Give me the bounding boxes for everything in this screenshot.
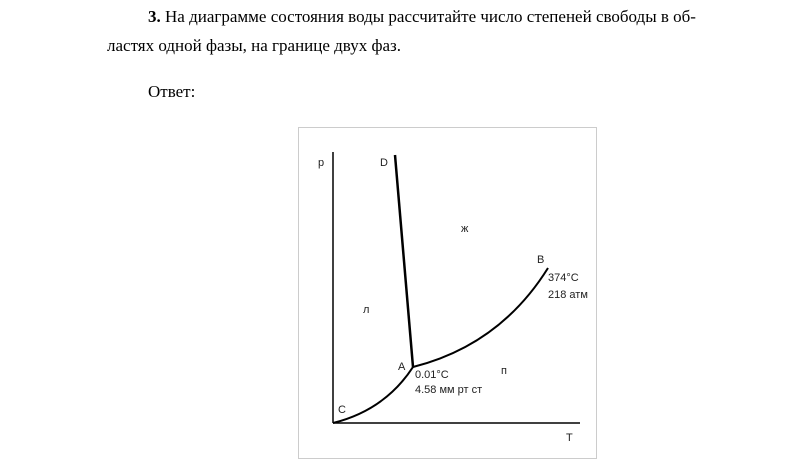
- axis-label: T: [566, 432, 573, 444]
- point-label: D: [380, 157, 388, 169]
- region-label: ж: [461, 223, 469, 235]
- region-label: п: [501, 365, 507, 377]
- annotation: 374°C: [548, 272, 579, 284]
- point-label: A: [398, 361, 406, 373]
- axis-label: p: [318, 157, 324, 169]
- annotation: 0.01°C: [415, 369, 449, 381]
- annotation: 218 атм: [548, 289, 588, 301]
- answer-label: Ответ:: [148, 82, 196, 101]
- point-label: B: [537, 254, 544, 266]
- frame: [298, 127, 597, 459]
- problem-number: 3.: [148, 7, 161, 26]
- problem-text: На диаграмме состояния воды рассчитайте …: [165, 7, 696, 26]
- sublimation-curve: [332, 366, 414, 424]
- region-label: л: [363, 304, 369, 316]
- annotation: 4.58 мм рт ст: [415, 384, 482, 396]
- problem-text: ластях одной фазы, на границе двух фаз.: [107, 36, 402, 55]
- boiling-curve: [412, 267, 549, 368]
- problem-line: 3. На диаграмме состояния воды рассчитай…: [148, 7, 696, 27]
- point-label: C: [338, 404, 346, 416]
- melting-curve: [393, 154, 415, 368]
